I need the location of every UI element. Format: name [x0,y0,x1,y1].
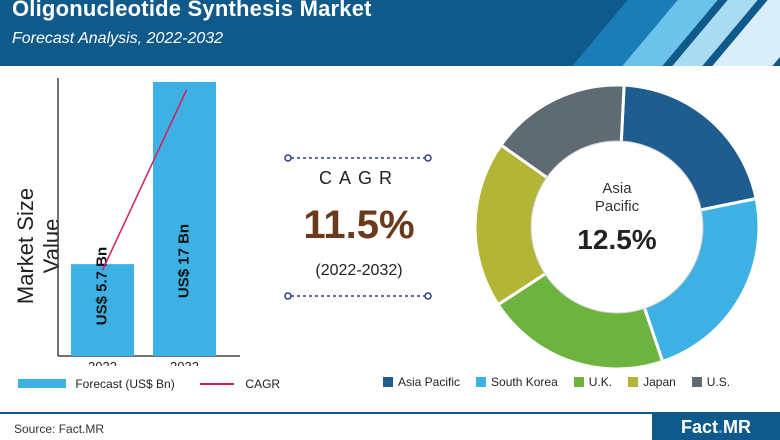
legend-label: Asia Pacific [398,375,461,389]
bar-chart: US$ 5.7 Bn 2022 US$ 17 Bn 2032 [57,78,240,366]
legend-swatch [383,377,393,387]
legend-bar-label: Forecast (US$ Bn) [75,376,175,391]
legend-item-u-k-: U.K. [573,375,613,389]
legend-line-label: CAGR [245,376,281,391]
legend-item-japan: Japan [628,375,676,389]
bar-data-label: US$ 5.7 Bn [93,247,110,325]
bar-data-label: US$ 17 Bn [175,224,192,298]
page-subtitle: Forecast Analysis, 2022-2032 [12,30,224,47]
page-title: Oligonucleotide Synthesis Market [12,0,372,21]
x-tick-label: 2022 [88,359,117,366]
bar-2032 [153,82,216,356]
legend-label: U.S. [706,375,731,389]
legend-item-south-korea: South Korea [476,375,558,389]
cagr-line [101,89,188,271]
footer: Source: Fact.MR [0,412,780,440]
cagr-label: CAGR [318,168,399,188]
legend-swatch [628,377,639,387]
factmr-logo: Fact.MR [652,414,780,440]
legend-label: Japan [643,375,676,389]
donut-center-value: 12.5% [577,224,656,255]
donut-center-label: Asia Pacific [595,180,640,215]
cagr-frame [284,154,432,300]
legend-line-swatch [200,382,235,385]
donut-chart: Asia Pacific 12.5% [473,83,761,371]
legend-item-u-s-: U.S. [691,375,731,389]
cagr-period: (2022-2032) [315,262,403,279]
bar-2022 [71,264,134,356]
donut-legend: Asia Pacific South Korea U.K. Japan U.S. [383,375,746,389]
legend-swatch [573,377,584,387]
legend-label: U.K. [588,375,613,389]
legend-bar-swatch [18,379,66,389]
legend-item-asia-pacific: Asia Pacific [383,375,460,389]
cagr-value: 11.5% [303,203,415,247]
donut-hole [530,140,704,314]
legend-swatch [691,377,702,387]
bar-legend: Forecast (US$ Bn) CAGR [18,376,280,391]
header-banner: Oligonucleotide Synthesis Market Forecas… [0,0,780,66]
legend-label: South Korea [491,375,558,389]
footer-divider [0,412,780,414]
source-text: Source: Fact.MR [14,422,105,436]
legend-swatch [476,377,487,387]
x-tick-label: 2032 [170,359,199,366]
